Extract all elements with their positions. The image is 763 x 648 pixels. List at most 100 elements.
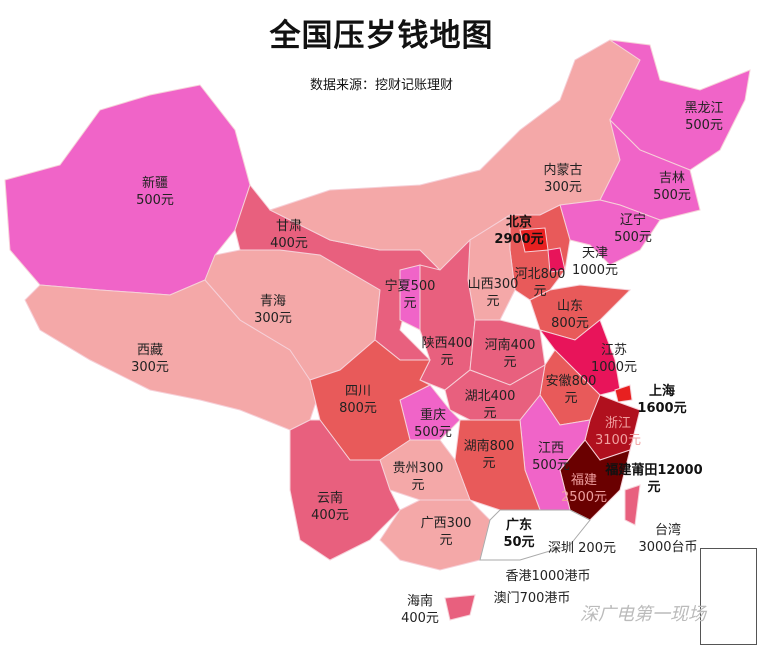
label-yunnan: 云南 400元 xyxy=(311,490,349,524)
label-guangxi: 广西300 元 xyxy=(421,515,472,549)
province-amount: 400元 xyxy=(270,236,308,251)
label-shanxi: 山西300 元 xyxy=(468,276,519,310)
province-name: 陕西400 xyxy=(421,336,473,351)
label-hunan: 湖南800 元 xyxy=(464,438,515,472)
label-hebei: 河北800 元 xyxy=(515,266,566,300)
map-title: 全国压岁钱地图 xyxy=(269,18,494,54)
label-qinghai: 青海 300元 xyxy=(254,293,292,327)
province-name: 四川 xyxy=(344,384,372,399)
label-shenzhen: 深圳 200元 xyxy=(548,540,616,557)
province-amount: 300元 xyxy=(131,360,169,375)
province-amount: 1600元 xyxy=(637,401,687,416)
province-name: 广西300 xyxy=(420,516,472,531)
province-amount: 元 xyxy=(483,406,497,421)
label-jilin: 吉林 500元 xyxy=(653,170,691,204)
province-amount: 500元 xyxy=(685,118,723,133)
label-hubei: 湖北400 元 xyxy=(465,388,516,422)
label-liaoning: 辽宁 500元 xyxy=(614,212,652,246)
label-shanghai: 上海 1600元 xyxy=(637,383,686,417)
province-amount: 元 xyxy=(647,480,661,495)
province-amount: 500元 xyxy=(136,193,174,208)
province-amount: 2500元 xyxy=(560,490,608,505)
province-amount: 元 xyxy=(403,296,417,311)
province-amount: 2900元 xyxy=(494,232,544,247)
province-amount: 元 xyxy=(533,284,547,299)
label-jiangxi: 江西 500元 xyxy=(532,440,570,474)
label-anhui: 安徽800 元 xyxy=(546,373,597,407)
label-neimenggu: 内蒙古 300元 xyxy=(543,162,582,196)
label-putian: 福建莆田12000 元 xyxy=(605,462,702,496)
label-ningxia: 宁夏500 元 xyxy=(385,278,436,312)
province-amount: 元 xyxy=(482,456,496,471)
label-fujian: 福建 2500元 xyxy=(561,472,607,506)
province-amount: 300元 xyxy=(254,311,292,326)
province-yunnan xyxy=(289,419,401,561)
province-amount: 1000元 xyxy=(590,360,638,375)
label-guizhou: 贵州300 元 xyxy=(393,460,444,494)
province-name: 新疆 xyxy=(141,176,169,191)
province-name: 福建莆田12000 xyxy=(605,463,703,478)
label-shaanxi: 陕西400 元 xyxy=(422,335,473,369)
label-jiangsu: 江苏 1000元 xyxy=(591,342,637,376)
province-name: 黑龙江 xyxy=(684,101,724,116)
province-amount: 400元 xyxy=(401,611,439,626)
province-name: 深圳 200元 xyxy=(548,541,616,556)
province-taiwan xyxy=(624,484,641,526)
label-xinjiang: 新疆 500元 xyxy=(136,175,174,209)
province-guangdong xyxy=(479,509,591,561)
province-name: 河南400 xyxy=(484,338,536,353)
label-xizang: 西藏 300元 xyxy=(131,342,169,376)
label-chongqing: 重庆 500元 xyxy=(414,407,452,441)
province-name: 香港1000港币 xyxy=(505,569,591,584)
province-name: 澳门700港币 xyxy=(493,591,571,606)
province-tianjin xyxy=(547,247,566,273)
province-name: 湖北400 xyxy=(464,389,516,404)
label-hongkong: 香港1000港币 xyxy=(505,568,590,585)
province-name: 江苏 xyxy=(600,343,627,358)
province-amount: 元 xyxy=(503,355,517,370)
province-name: 重庆 xyxy=(419,408,447,423)
province-shanghai xyxy=(614,384,633,403)
watermark: 深广电第一现场 xyxy=(580,604,706,625)
province-name: 山东 xyxy=(556,299,584,314)
province-amount: 元 xyxy=(440,353,454,368)
province-amount: 500元 xyxy=(414,425,452,440)
province-amount: 500元 xyxy=(653,188,691,203)
province-name: 山西300 xyxy=(467,277,519,292)
province-name: 台湾 xyxy=(654,523,681,538)
label-guangdong: 广东 50元 xyxy=(503,517,534,551)
province-name: 福建 xyxy=(570,473,597,488)
province-name: 云南 xyxy=(316,491,344,506)
province-name: 湖南800 xyxy=(463,439,515,454)
label-heilongjiang: 黑龙江 500元 xyxy=(684,100,723,134)
province-name: 辽宁 xyxy=(619,213,647,228)
province-name: 贵州300 xyxy=(392,461,444,476)
label-henan: 河南400 元 xyxy=(485,337,536,371)
label-tianjin: 天津 1000元 xyxy=(572,245,618,279)
province-name: 天津 xyxy=(581,246,608,261)
province-name: 海南 xyxy=(406,594,434,609)
south-china-sea-inset xyxy=(700,548,757,645)
province-amount: 400元 xyxy=(311,508,349,523)
label-zhejiang: 浙江 3100元 xyxy=(595,415,641,449)
province-name: 青海 xyxy=(259,294,287,309)
province-name: 内蒙古 xyxy=(543,163,583,178)
province-name: 宁夏500 xyxy=(384,279,436,294)
province-name: 西藏 xyxy=(136,343,164,358)
province-amount: 800元 xyxy=(551,316,589,331)
province-amount: 3100元 xyxy=(594,433,642,448)
label-macau: 澳门700港币 xyxy=(494,590,571,607)
province-name: 吉林 xyxy=(658,171,686,186)
label-taiwan: 台湾 3000台币 xyxy=(638,522,697,556)
province-name: 甘肃 xyxy=(275,219,303,234)
label-sichuan: 四川 800元 xyxy=(339,383,377,417)
province-name: 北京 xyxy=(505,215,532,230)
province-heilongjiang xyxy=(609,39,751,171)
province-amount: 元 xyxy=(486,294,500,309)
province-hubei xyxy=(444,364,546,421)
map-subtitle: 数据来源：挖财记账理财 xyxy=(309,78,453,93)
province-guizhou xyxy=(379,439,471,501)
province-amount: 元 xyxy=(439,533,453,548)
